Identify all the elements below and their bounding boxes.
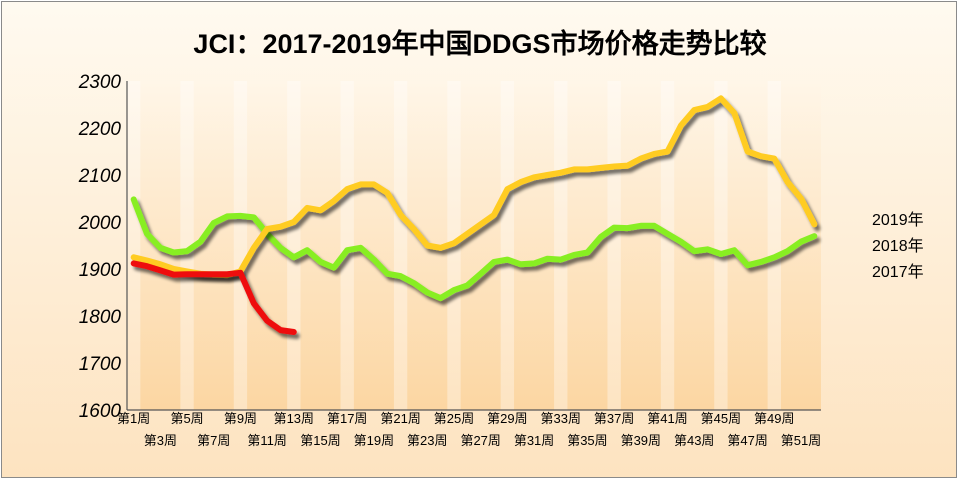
x-tick-label: 第39周 — [621, 433, 661, 448]
x-tick-label: 第23周 — [407, 433, 447, 448]
series-line-2019年 — [130, 260, 297, 335]
x-tick-label: 第29周 — [487, 411, 527, 426]
plot-band — [714, 81, 728, 410]
y-tick-label: 2100 — [78, 166, 122, 187]
plot-band — [500, 81, 515, 410]
axes — [126, 81, 821, 411]
series-lines — [130, 95, 818, 335]
x-tick-label: 第19周 — [354, 433, 394, 448]
legend-label: 2018年 — [872, 237, 924, 255]
plot-band — [607, 81, 621, 410]
x-tick-label: 第5周 — [170, 411, 203, 426]
plot-band — [127, 81, 141, 410]
x-tick-label: 第37周 — [594, 411, 634, 426]
x-tick-label: 第25周 — [434, 411, 474, 426]
x-tick-label: 第11周 — [247, 433, 287, 448]
x-tick-label: 第49周 — [754, 411, 794, 426]
y-tick-label: 2200 — [78, 119, 122, 140]
x-tick-label: 第47周 — [727, 433, 767, 448]
x-tick-label: 第15周 — [300, 433, 340, 448]
x-tick-label: 第21周 — [380, 411, 420, 426]
x-tick-label: 第51周 — [781, 433, 821, 448]
x-tick-label: 第35周 — [567, 433, 607, 448]
x-tick-label: 第1周 — [117, 411, 150, 426]
x-tick-label: 第27周 — [460, 433, 500, 448]
plot-band — [767, 81, 781, 410]
legend-label: 2019年 — [872, 211, 924, 229]
x-tick-label: 第3周 — [144, 433, 177, 448]
plot-bands — [127, 81, 781, 410]
plot-band — [393, 81, 408, 410]
plot-band — [287, 81, 301, 410]
y-tick-label: 1800 — [79, 307, 122, 328]
series-line-2017年 — [130, 196, 818, 302]
x-tick-label: 第9周 — [224, 411, 257, 426]
x-tick-label: 第7周 — [197, 433, 230, 448]
x-tick-label: 第17周 — [327, 411, 367, 426]
plot-background — [127, 81, 821, 410]
plot-band — [660, 81, 675, 410]
x-tick-label: 第45周 — [701, 411, 741, 426]
y-tick-label: 1700 — [79, 354, 122, 375]
y-tick-label: 1900 — [79, 260, 122, 281]
y-tick-label: 1600 — [79, 401, 122, 422]
legend-label: 2017年 — [872, 263, 924, 281]
x-tick-labels: 第1周第3周第5周第7周第9周第11周第13周第15周第17周第19周第21周第… — [117, 411, 821, 448]
legend: 2019年 2018年 2017年 — [836, 211, 924, 281]
x-tick-label: 第33周 — [541, 411, 581, 426]
x-tick-label: 第13周 — [274, 411, 314, 426]
y-tick-label: 2000 — [78, 213, 122, 234]
x-tick-label: 第43周 — [674, 433, 714, 448]
y-tick-label: 2300 — [78, 72, 122, 93]
plot-band — [554, 81, 568, 410]
plot-area — [127, 81, 821, 410]
chart-title: JCI：2017-2019年中国DDGS市场价格走势比较 — [193, 29, 767, 59]
series-line-2018年 — [130, 95, 818, 279]
x-tick-label: 第31周 — [514, 433, 554, 448]
plot-band — [180, 81, 194, 410]
plot-band — [233, 81, 248, 410]
y-tick-labels: 1600 1700 1800 1900 2000 2100 2200 2300 — [78, 72, 122, 422]
x-tick-label: 第41周 — [647, 411, 687, 426]
plot-band — [340, 81, 354, 410]
